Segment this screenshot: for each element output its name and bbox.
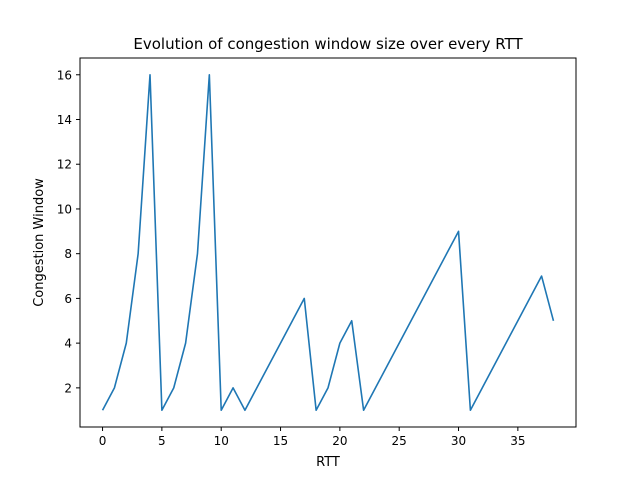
x-tick-label: 20 (332, 434, 347, 448)
axes-frame (79, 57, 577, 428)
y-tick-label: 8 (64, 247, 72, 261)
y-tick-label: 14 (57, 113, 72, 127)
x-tick-label: 15 (273, 434, 288, 448)
x-tick-label: 5 (158, 434, 166, 448)
x-tick-label: 35 (510, 434, 525, 448)
x-axis-label: RTT (316, 455, 340, 470)
y-tick-label: 4 (64, 337, 72, 351)
x-tick-label: 10 (214, 434, 229, 448)
y-axis-label: Congestion Window (32, 178, 47, 307)
y-tick-label: 2 (64, 381, 72, 395)
plot-area (101, 73, 555, 412)
chart-title: Evolution of congestion window size over… (133, 35, 523, 53)
x-tick-label: 30 (451, 434, 466, 448)
y-tick-label: 16 (57, 68, 72, 82)
x-tick-label: 25 (392, 434, 407, 448)
y-axis: 2 4 6 8 10 12 14 16 (57, 68, 80, 395)
y-tick-label: 10 (57, 202, 72, 216)
x-tick-label: 0 (99, 434, 107, 448)
y-tick-label: 12 (57, 158, 72, 172)
x-axis: 0 5 10 15 20 25 30 35 (99, 427, 525, 448)
y-tick-label: 6 (64, 292, 72, 306)
